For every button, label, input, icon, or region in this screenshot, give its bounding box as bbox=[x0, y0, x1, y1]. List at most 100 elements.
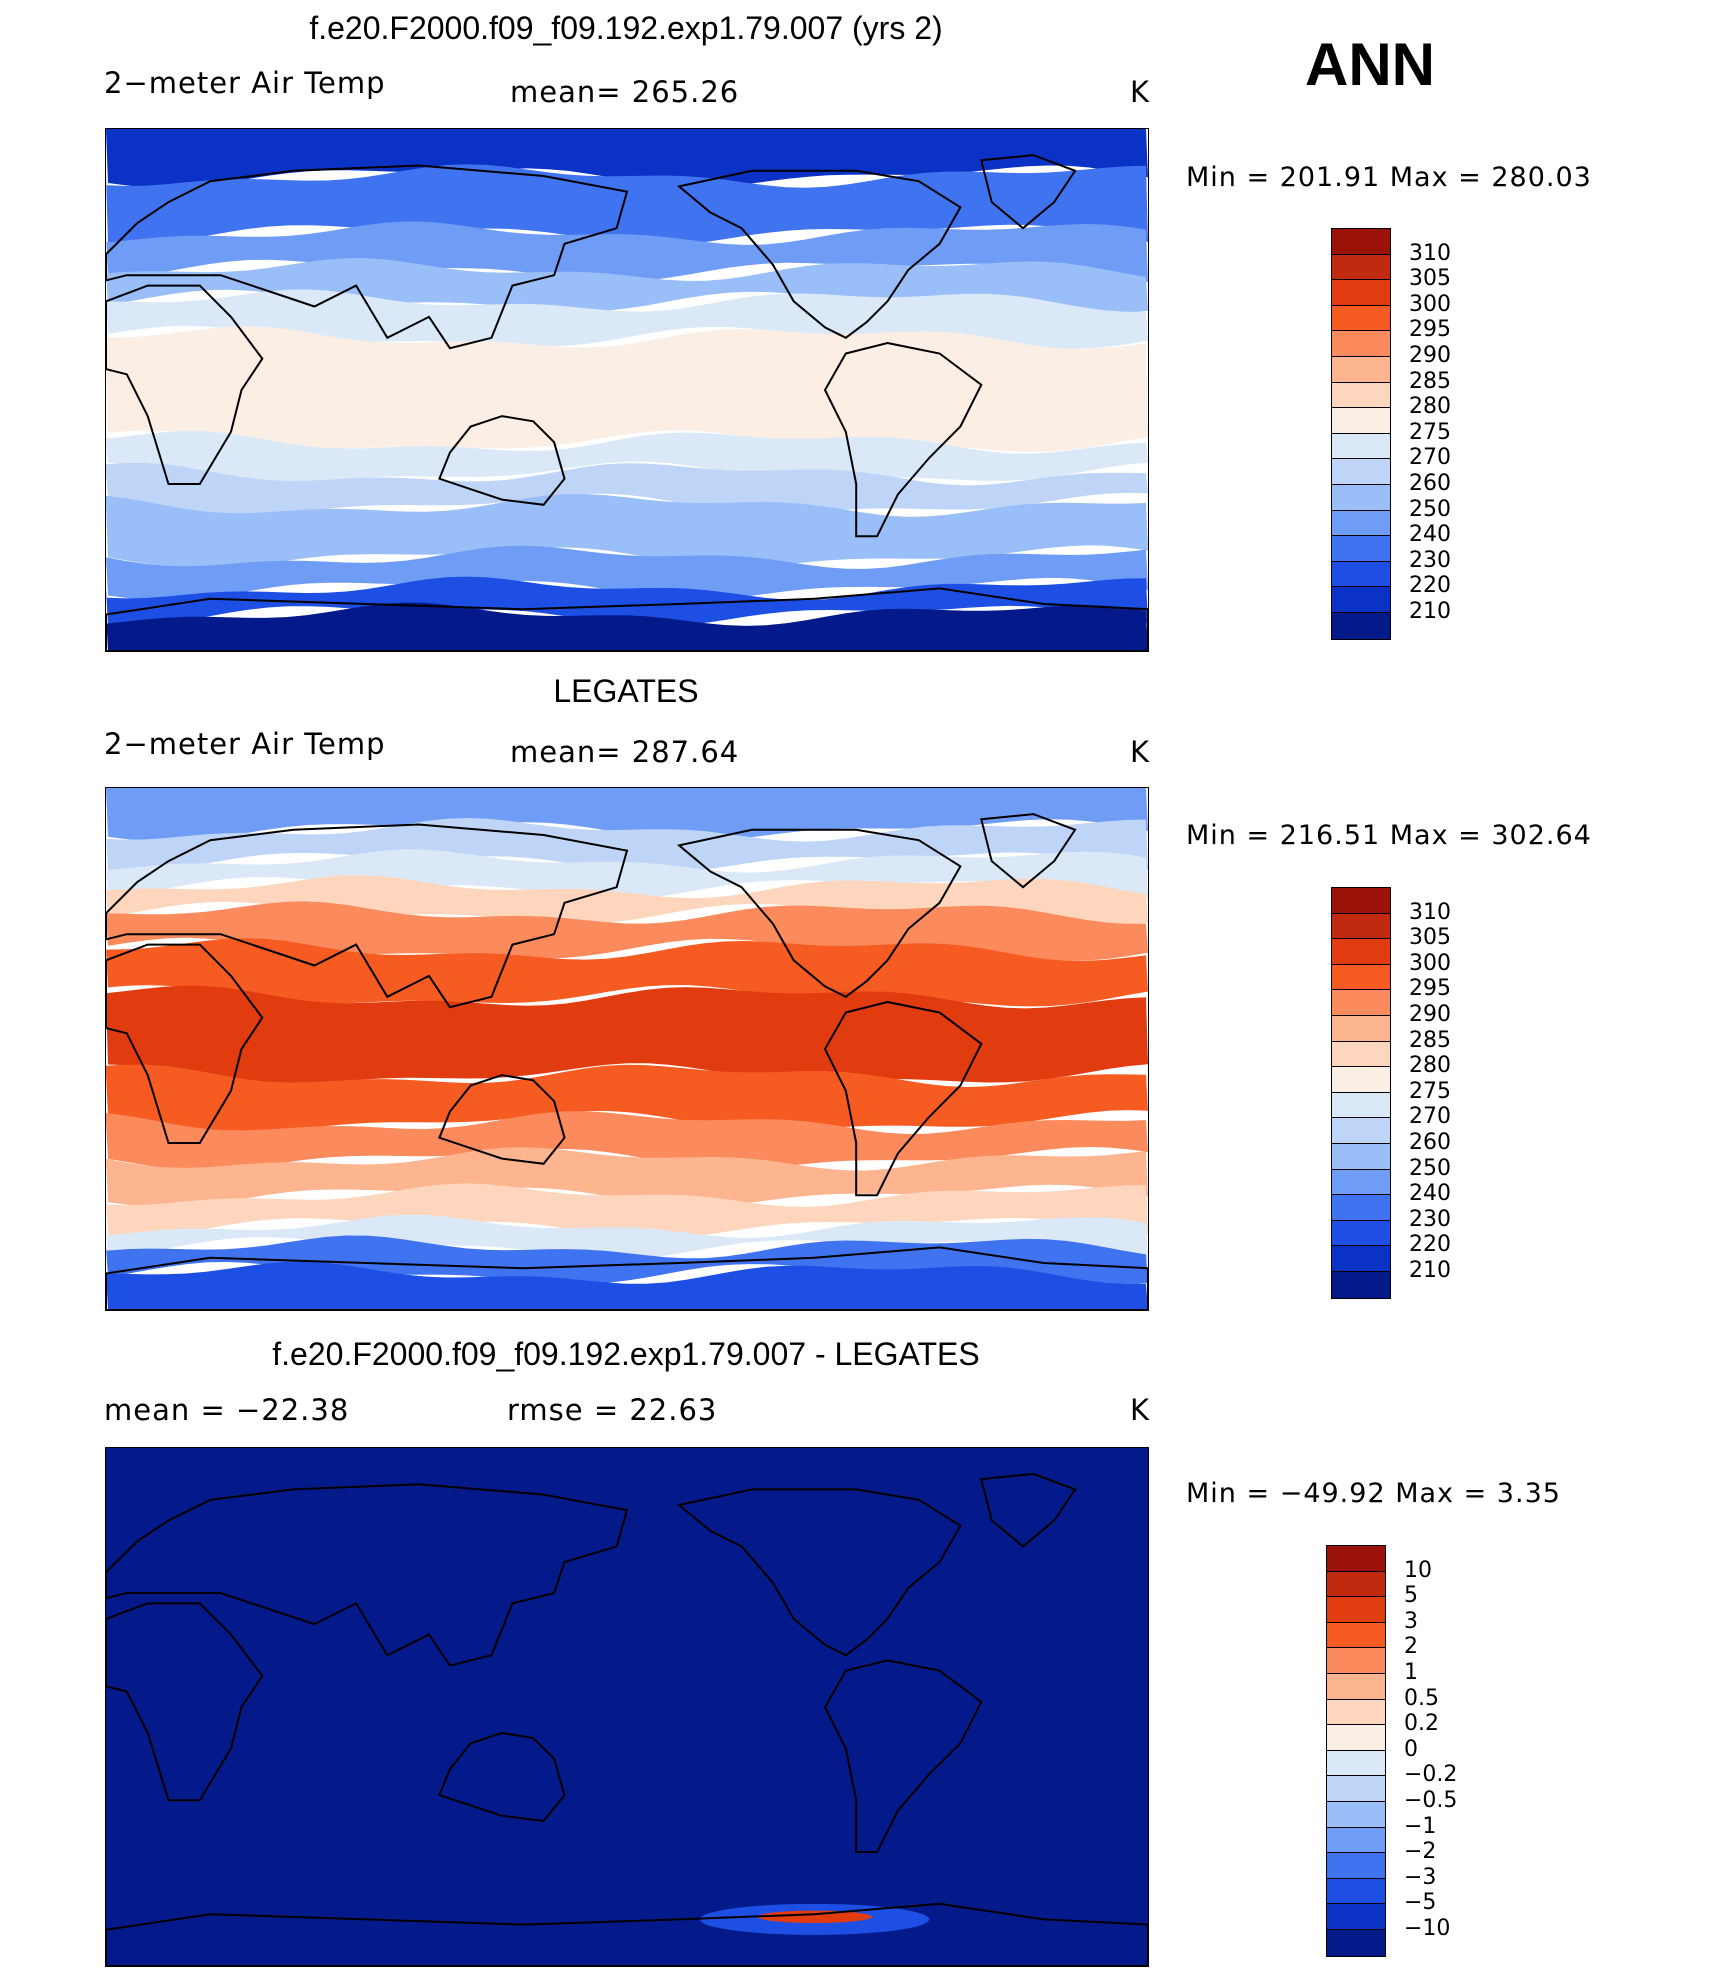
panel-2-title: LEGATES bbox=[553, 673, 699, 709]
colorbar-swatch bbox=[1332, 1118, 1390, 1144]
colorbar-swatch bbox=[1332, 382, 1390, 409]
colorbar-tick-label: 250 bbox=[1409, 1155, 1451, 1181]
colorbar-tick-label: 240 bbox=[1409, 1181, 1451, 1207]
colorbar-swatch bbox=[1332, 356, 1390, 383]
colorbar-tick-label: 305 bbox=[1409, 266, 1451, 292]
temperature-band bbox=[106, 849, 1148, 900]
panel-3-units: K bbox=[1130, 1393, 1151, 1427]
colorbar-swatch bbox=[1332, 1169, 1390, 1196]
colorbar-tick-label: 285 bbox=[1409, 368, 1451, 394]
coastline bbox=[823, 1000, 983, 1197]
colorbar-tick-label: 270 bbox=[1409, 445, 1451, 471]
colorbar-swatch bbox=[1332, 964, 1390, 991]
panel-1-minmax: Min = 201.91 Max = 280.03 bbox=[1186, 162, 1592, 193]
colorbar-tick-label: 260 bbox=[1409, 1130, 1451, 1155]
coastline bbox=[676, 169, 962, 339]
colorbar-tick-label: −1 bbox=[1404, 1813, 1437, 1839]
coastline bbox=[106, 164, 629, 350]
temperature-band bbox=[106, 1214, 1148, 1260]
colorbar-tick-label: 5 bbox=[1404, 1583, 1418, 1609]
colorbar-swatch bbox=[1332, 1092, 1390, 1119]
colorbar-swatch bbox=[1332, 408, 1390, 434]
colorbar-swatch bbox=[1332, 1246, 1390, 1272]
colorbar-swatch bbox=[1332, 1195, 1390, 1221]
colorbar-swatch bbox=[1332, 484, 1390, 511]
colorbar-tick-label: 0.2 bbox=[1404, 1711, 1439, 1737]
colorbar-tick-label: −0.5 bbox=[1404, 1788, 1458, 1813]
anomaly-core bbox=[757, 1910, 872, 1924]
colorbar-swatch bbox=[1327, 1827, 1385, 1854]
panel-2-map bbox=[105, 787, 1149, 1311]
coastline bbox=[980, 813, 1077, 889]
colorbar-swatch bbox=[1332, 331, 1390, 357]
colorbar-swatch bbox=[1327, 1725, 1385, 1751]
colorbar-tick-label: 280 bbox=[1409, 394, 1451, 420]
colorbar-tick-label: −0.2 bbox=[1404, 1762, 1458, 1788]
colorbar-tick-label: −10 bbox=[1404, 1916, 1451, 1941]
temperature-band bbox=[106, 494, 1148, 569]
colorbar-tick-label: 290 bbox=[1409, 1002, 1451, 1027]
coastline bbox=[980, 154, 1077, 230]
colorbar-swatch bbox=[1327, 1853, 1385, 1879]
panel-3-minmax: Min = −49.92 Max = 3.35 bbox=[1186, 1478, 1561, 1509]
colorbar-tick-label: 3 bbox=[1404, 1608, 1418, 1634]
coastline bbox=[106, 1902, 1148, 1966]
colorbar-swatch bbox=[1332, 280, 1390, 306]
colorbar-tick-label: 310 bbox=[1409, 240, 1451, 266]
colorbar-swatch bbox=[1327, 1878, 1385, 1905]
colorbar-tick-label: 240 bbox=[1409, 522, 1451, 548]
colorbar-swatch bbox=[1327, 1571, 1385, 1598]
panel-2-minmax: Min = 216.51 Max = 302.64 bbox=[1186, 820, 1592, 851]
colorbar-swatch bbox=[1327, 1699, 1385, 1726]
colorbar-tick-label: 310 bbox=[1409, 899, 1451, 925]
colorbar-tick-label: 270 bbox=[1409, 1104, 1451, 1130]
coastline bbox=[823, 1659, 983, 1853]
temperature-band bbox=[106, 1183, 1148, 1239]
colorbar-swatch bbox=[1327, 1648, 1385, 1674]
panel-1-units: K bbox=[1130, 75, 1151, 109]
colorbar-tick-label: 210 bbox=[1409, 599, 1451, 624]
colorbar-box bbox=[1331, 228, 1391, 640]
panel-1-contour-map bbox=[106, 129, 1148, 651]
temperature-band bbox=[106, 326, 1148, 452]
coastline bbox=[106, 943, 264, 1144]
colorbar-box bbox=[1331, 887, 1391, 1299]
colorbar-tick-label: 220 bbox=[1409, 1232, 1451, 1258]
temperature-band bbox=[106, 1261, 1148, 1310]
colorbar-tick-label: 295 bbox=[1409, 317, 1451, 343]
coastline bbox=[438, 415, 566, 506]
temperature-band bbox=[106, 576, 1148, 627]
coastline bbox=[980, 1472, 1077, 1548]
coastline bbox=[676, 1488, 962, 1657]
coastline bbox=[106, 587, 1148, 651]
colorbar-tick-label: 285 bbox=[1409, 1027, 1451, 1053]
colorbar-swatch bbox=[1332, 612, 1390, 639]
panel-2-mean-label: mean= 287.64 bbox=[510, 735, 740, 769]
colorbar-tick-label: 0 bbox=[1404, 1736, 1418, 1762]
panel-3-rmse-label: rmse = 22.63 bbox=[507, 1393, 718, 1427]
colorbar-swatch bbox=[1332, 939, 1390, 965]
colorbar-swatch bbox=[1327, 1546, 1385, 1572]
colorbar-tick-label: 300 bbox=[1409, 950, 1451, 976]
temperature-band bbox=[106, 1064, 1148, 1133]
panel-1-mean-label: mean= 265.26 bbox=[510, 75, 740, 109]
colorbar-swatch bbox=[1332, 305, 1390, 332]
colorbar-tick-label: 230 bbox=[1409, 1206, 1451, 1232]
colorbar-tick-label: 280 bbox=[1409, 1053, 1451, 1079]
colorbar-swatch bbox=[1327, 1929, 1385, 1956]
colorbar-swatch bbox=[1332, 254, 1390, 281]
coastline bbox=[106, 1602, 264, 1802]
coastline bbox=[676, 828, 962, 998]
coastline bbox=[106, 1246, 1148, 1310]
colorbar-swatch bbox=[1332, 1067, 1390, 1093]
panel-3-title: f.e20.F2000.f09_f09.192.exp1.79.007 - LE… bbox=[272, 1336, 980, 1372]
panel-1-title: f.e20.F2000.f09_f09.192.exp1.79.007 (yrs… bbox=[309, 10, 943, 46]
temperature-band bbox=[106, 818, 1148, 873]
panel-2-variable-label: 2−meter Air Temp bbox=[104, 727, 386, 761]
season-label: ANN bbox=[1305, 31, 1435, 98]
colorbar-tick-label: 275 bbox=[1409, 1078, 1451, 1104]
colorbar-swatch bbox=[1327, 1750, 1385, 1777]
colorbar-tick-label: 210 bbox=[1409, 1258, 1451, 1283]
temperature-band bbox=[106, 463, 1148, 516]
panel-3-mean-label: mean = −22.38 bbox=[104, 1393, 350, 1427]
